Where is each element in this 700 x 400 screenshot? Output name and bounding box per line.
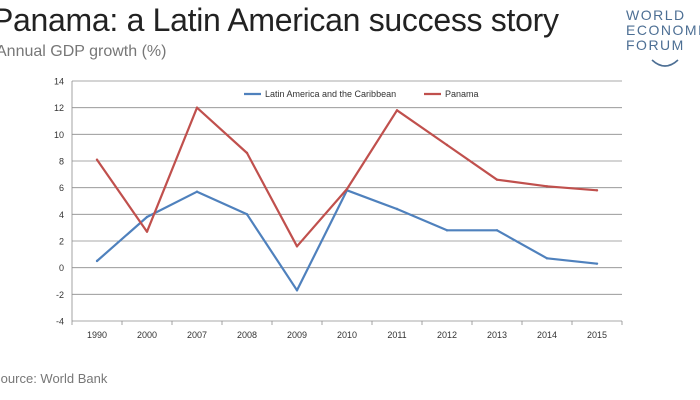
- data-point: [245, 151, 249, 155]
- data-point: [545, 257, 549, 260]
- data-point: [445, 143, 449, 147]
- data-point: [145, 230, 149, 233]
- x-tick-label: 2000: [137, 330, 157, 340]
- source-note: Source: World Bank: [0, 371, 108, 386]
- legend-label: Latin America and the Caribbean: [265, 89, 396, 99]
- x-tick-label: 2011: [387, 330, 406, 340]
- y-tick-label: 6: [59, 183, 64, 193]
- legend-label: Panama: [445, 89, 479, 99]
- series-line-latin-america: [96, 189, 598, 292]
- logo-line-economic: ECONOMIC: [626, 22, 700, 38]
- y-tick-label: 10: [54, 130, 64, 140]
- gridlines: [72, 80, 622, 322]
- data-point: [395, 207, 399, 211]
- x-tick-label: 2007: [187, 330, 207, 340]
- data-point: [445, 229, 449, 232]
- y-tick-label: 2: [59, 237, 64, 247]
- logo-line-forum: FORUM: [626, 37, 685, 53]
- series-lines: [95, 106, 599, 292]
- page-title: Panama: a Latin American success story: [0, 2, 559, 38]
- data-point: [395, 109, 399, 112]
- data-point: [95, 259, 99, 263]
- legend: Latin America and the Caribbean Panama: [244, 89, 479, 99]
- x-tick-label: 2009: [287, 330, 307, 340]
- data-point: [345, 187, 349, 191]
- y-tick-label: -2: [56, 290, 64, 300]
- logo-arc-icon: [651, 59, 679, 67]
- data-point: [195, 190, 199, 193]
- data-point: [595, 189, 599, 192]
- data-point: [145, 215, 149, 219]
- data-point: [495, 229, 499, 232]
- data-point: [595, 262, 599, 265]
- y-tick-label: 14: [54, 77, 64, 87]
- data-point: [295, 245, 299, 248]
- x-tick-label: 2010: [337, 330, 357, 340]
- data-point: [545, 185, 549, 188]
- data-point: [245, 213, 249, 216]
- x-tick-label: 2015: [587, 330, 607, 340]
- data-point: [95, 158, 99, 161]
- y-tick-label: 0: [59, 263, 64, 273]
- wef-logo: WORLD ECONOMIC FORUM: [626, 8, 700, 76]
- data-point: [495, 178, 499, 181]
- x-tick-label: 2012: [437, 330, 457, 340]
- x-tick-label: 2013: [487, 330, 507, 340]
- axes: -4 -2 0 2 4 6 8 10 12 14 1990 2000 2007 2008 2009 2010 2…: [54, 77, 623, 340]
- x-tick-label: 1990: [87, 330, 107, 340]
- y-tick-label: 12: [54, 103, 64, 113]
- logo-line-world: WORLD: [626, 8, 686, 23]
- y-tick-label: 8: [59, 157, 64, 167]
- data-point: [295, 289, 299, 292]
- y-tick-label: 4: [59, 210, 64, 220]
- y-tick-label: -4: [56, 317, 64, 327]
- series-line-panama: [96, 106, 598, 248]
- x-tick-label: 2008: [237, 330, 257, 340]
- chart-subtitle: Annual GDP growth (%): [0, 43, 167, 60]
- x-tick-label: 2014: [537, 330, 557, 340]
- data-point: [195, 106, 199, 109]
